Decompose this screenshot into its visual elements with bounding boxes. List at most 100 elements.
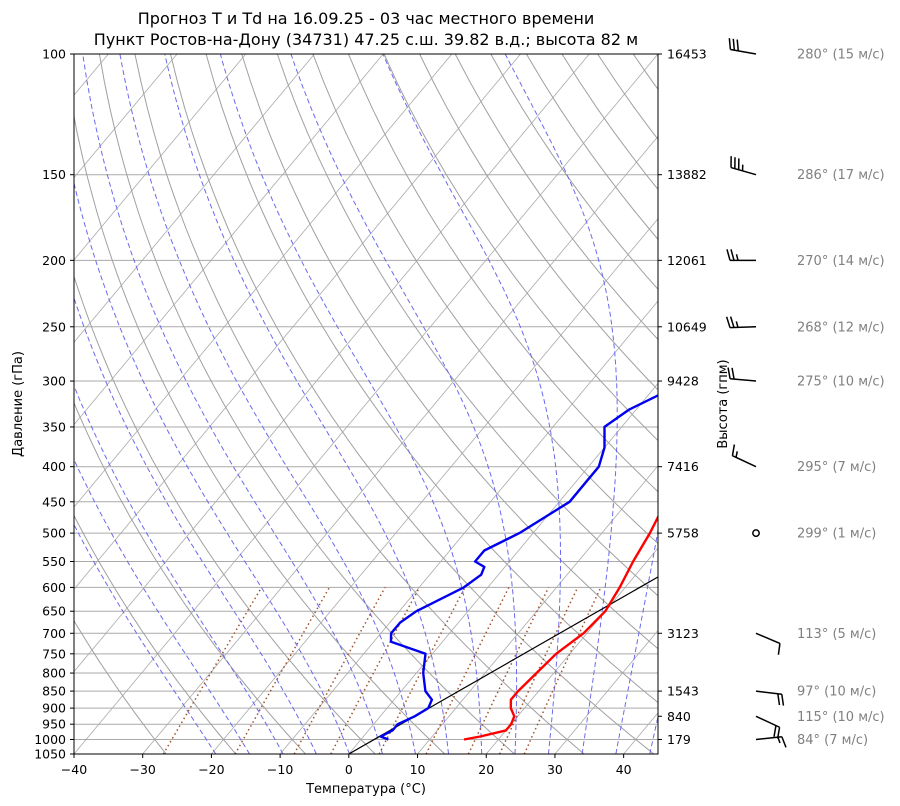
barb-staff bbox=[755, 715, 780, 728]
isotherm-line bbox=[417, 465, 658, 754]
height-tick-label: 7416 bbox=[667, 459, 699, 474]
dry-adiabat bbox=[312, 54, 658, 545]
isotherm-line bbox=[348, 382, 658, 754]
isotherm-line bbox=[74, 54, 315, 343]
dry-adiabat bbox=[74, 619, 167, 754]
y-tick-label: 650 bbox=[42, 604, 66, 619]
x-tick-label: −10 bbox=[267, 762, 293, 777]
barb-staff bbox=[732, 455, 757, 468]
wind-barb: 268° (12 м/с) bbox=[725, 316, 885, 335]
mixing-ratio-line bbox=[523, 587, 602, 754]
dry-adiabat bbox=[170, 54, 655, 754]
moist-adiabat bbox=[82, 54, 383, 754]
x-tick-label: 30 bbox=[547, 762, 563, 777]
moist-adiabat bbox=[615, 54, 658, 754]
x-tick-label: 10 bbox=[410, 762, 426, 777]
wind-barbs: 280° (15 м/с) 286° (17 м/с) 270° (14 м/с) 2… bbox=[725, 38, 885, 748]
y-tick-label: 600 bbox=[42, 580, 66, 595]
plot-frame bbox=[73, 53, 659, 755]
isotherm-line bbox=[142, 135, 658, 754]
y-axis-label: Давление (гПа) bbox=[11, 351, 26, 457]
moist-adiabat bbox=[74, 181, 350, 754]
y-tick-label: 350 bbox=[42, 419, 66, 434]
wind-label: 280° (15 м/с) bbox=[797, 48, 885, 63]
isotherm-line bbox=[623, 712, 658, 754]
dry-adiabat bbox=[205, 54, 658, 704]
barb-full bbox=[730, 249, 735, 261]
y-tick-label: 500 bbox=[42, 526, 66, 541]
moist-adiabat bbox=[290, 54, 518, 754]
barb-half bbox=[735, 254, 739, 261]
y-tick-label: 100 bbox=[42, 47, 66, 62]
dry-adiabat bbox=[490, 54, 658, 291]
barb-staff bbox=[730, 48, 757, 55]
wind-label: 115° (10 м/с) bbox=[797, 710, 885, 725]
moist-adiabat bbox=[504, 54, 618, 754]
dry-adiabat bbox=[74, 401, 306, 754]
y-tick-label: 750 bbox=[42, 646, 66, 661]
x-axis-ticks: −40 −30 −20 −10 0 10 20 30 40 bbox=[61, 754, 632, 777]
dry-adiabat bbox=[98, 54, 515, 754]
wind-barb: 280° (15 м/с) bbox=[728, 38, 885, 63]
wind-label: 97° (10 м/с) bbox=[797, 685, 876, 700]
sounding-profiles bbox=[379, 394, 658, 741]
isotherm-line bbox=[74, 54, 590, 673]
moist-adiabat bbox=[74, 384, 284, 754]
wind-barb: 97° (10 м/с) bbox=[755, 685, 876, 706]
y-tick-label: 950 bbox=[42, 717, 66, 732]
x-tick-label: 0 bbox=[345, 762, 353, 777]
height-tick-label: 10649 bbox=[667, 319, 707, 334]
mixing-ratio-line bbox=[293, 587, 386, 754]
isotherm-line bbox=[74, 54, 453, 508]
moist-adiabat bbox=[684, 54, 877, 754]
dry-adiabat bbox=[348, 54, 658, 493]
y-tick-label: 150 bbox=[42, 167, 66, 182]
x-tick-label: −20 bbox=[198, 762, 224, 777]
dry-adiabat bbox=[419, 54, 658, 391]
wind-label: 113° (5 м/с) bbox=[797, 627, 876, 642]
barb-full bbox=[725, 316, 731, 328]
y-tick-label: 1050 bbox=[34, 747, 66, 762]
isotherm-line bbox=[74, 54, 658, 754]
mixing-ratio-line bbox=[498, 587, 579, 754]
dry-adiabat bbox=[525, 54, 658, 241]
barb-full bbox=[727, 367, 731, 379]
dry-adiabat bbox=[454, 54, 658, 341]
mixing-ratio-line bbox=[425, 587, 510, 754]
height-tick-label: 13882 bbox=[667, 167, 707, 182]
wind-label: 299° (1 м/с) bbox=[797, 527, 876, 542]
wind-label: 270° (14 м/с) bbox=[797, 254, 885, 269]
height-tick-label: 5758 bbox=[667, 526, 699, 541]
barb-full bbox=[732, 38, 736, 51]
barb-full bbox=[777, 643, 781, 655]
height-tick-label: 1543 bbox=[667, 684, 699, 699]
isotherm-line bbox=[74, 54, 178, 179]
moist-adiabat bbox=[382, 54, 561, 754]
moist-adiabat bbox=[164, 54, 449, 754]
height-tick-label: 12061 bbox=[667, 253, 707, 268]
barb-full bbox=[729, 316, 735, 328]
barb-staff bbox=[755, 632, 781, 645]
barb-full bbox=[781, 736, 787, 748]
barb-full bbox=[731, 367, 735, 380]
y-tick-label: 450 bbox=[42, 494, 66, 509]
y-tick-label: 400 bbox=[42, 459, 66, 474]
wind-label: 84° (7 м/с) bbox=[797, 733, 868, 748]
isotherm-line bbox=[485, 547, 658, 754]
barb-full bbox=[736, 39, 740, 51]
chart-title-line2: Пункт Ростов-на-Дону (34731) 47.25 с.ш. … bbox=[94, 30, 638, 49]
moist-adiabat bbox=[74, 458, 250, 754]
wind-barb: 270° (14 м/с) bbox=[726, 249, 885, 269]
wind-label: 275° (10 м/с) bbox=[797, 375, 885, 390]
moist-adiabat bbox=[74, 523, 217, 754]
barb-full bbox=[781, 694, 785, 706]
isotherm-line bbox=[554, 629, 658, 754]
height-tick-label: 840 bbox=[667, 709, 691, 724]
y-tick-label: 550 bbox=[42, 554, 66, 569]
moist-adiabat bbox=[219, 54, 483, 754]
dewpoint-profile bbox=[379, 394, 658, 741]
barb-half bbox=[735, 321, 739, 328]
wind-barb: 115° (10 м/с) bbox=[755, 710, 885, 739]
wind-barb: 299° (1 м/с) bbox=[752, 527, 876, 542]
